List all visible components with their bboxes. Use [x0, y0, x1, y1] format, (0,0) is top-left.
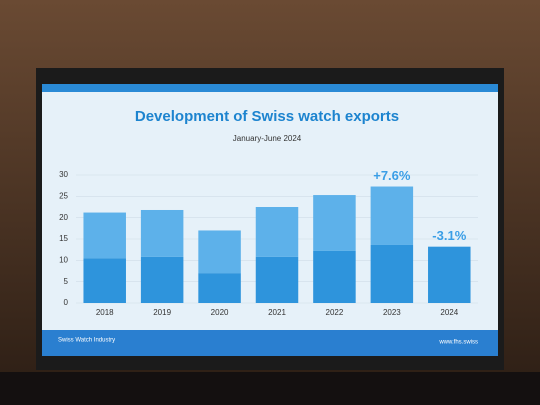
footer-right: www.fhs.swiss — [438, 340, 478, 346]
chart-subtitle: January-June 2024 — [233, 134, 302, 143]
x-tick-label: 2022 — [326, 308, 344, 317]
bar-segment — [370, 186, 414, 245]
slide-footer — [42, 330, 498, 356]
x-tick-label: 2024 — [440, 308, 458, 317]
y-tick-label: 20 — [59, 213, 68, 222]
x-tick-label: 2018 — [96, 308, 114, 317]
bar-segment — [198, 230, 241, 274]
bar-segment — [370, 244, 414, 303]
y-tick-label: 25 — [59, 191, 68, 200]
footer-left: Swiss Watch Industry — [58, 338, 115, 344]
bar-segment — [83, 212, 126, 259]
bar-segment — [255, 207, 299, 257]
slide-header-band — [42, 84, 498, 92]
y-tick-label: 0 — [64, 298, 69, 307]
x-tick-label: 2019 — [153, 308, 171, 317]
x-tick-label: 2023 — [383, 308, 401, 317]
bar-segment — [140, 256, 184, 303]
audience — [0, 372, 540, 405]
y-tick-label: 30 — [59, 170, 68, 179]
y-tick-label: 5 — [64, 277, 69, 286]
annotation: -3.1% — [432, 228, 466, 243]
chart-title: Development of Swiss watch exports — [135, 108, 399, 125]
bar-segment — [83, 258, 126, 303]
bar-segment — [255, 256, 299, 303]
bar-segment — [313, 195, 356, 251]
x-tick-label: 2020 — [211, 308, 229, 317]
bar-segment — [198, 273, 241, 303]
annotation: +7.6% — [373, 168, 411, 183]
y-tick-label: 15 — [59, 234, 68, 243]
bar-segment — [313, 250, 356, 303]
x-tick-label: 2021 — [268, 308, 286, 317]
y-tick-label: 10 — [59, 255, 68, 264]
bar-segment — [140, 209, 184, 257]
bar-segment — [428, 246, 471, 303]
